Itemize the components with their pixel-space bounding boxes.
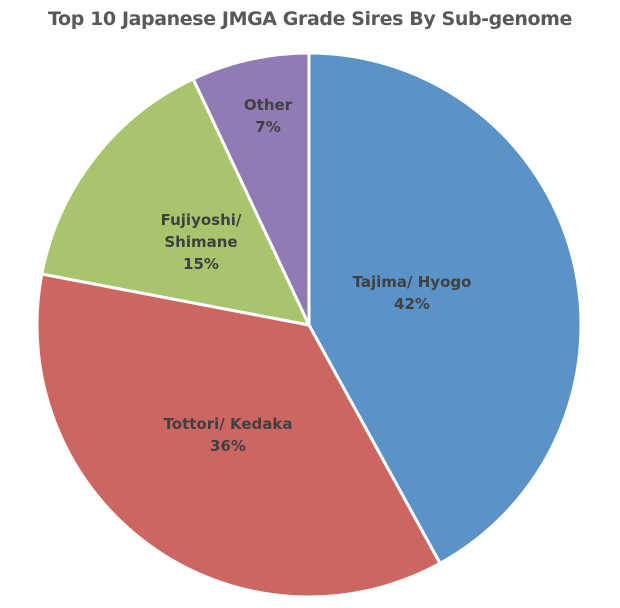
slice-tajima (307, 51, 583, 565)
slice-label-name: Tajima/ Hyogo (352, 273, 472, 291)
slice-label-name: Other (243, 96, 293, 114)
slice-label-percent: 15% (183, 255, 219, 273)
slice-label-tajima: Tajima/ Hyogo 42% (353, 271, 472, 315)
slice-other (191, 51, 311, 327)
slice-label-percent: 36% (210, 437, 246, 455)
slice-fujiyoshi (40, 77, 311, 327)
slice-label-other: Other 7% (244, 94, 292, 138)
slice-label-percent: 42% (394, 295, 430, 313)
slice-label-percent: 7% (255, 118, 281, 136)
chart-title: Top 10 Japanese JMGA Grade Sires By Sub-… (48, 8, 572, 30)
slice-label-tottori: Tottori/ Kedaka 36% (164, 413, 293, 457)
slice-label-name: Tottori/ Kedaka (163, 415, 293, 433)
slice-label-name: Fujiyoshi/ (160, 211, 242, 229)
slice-tottori (35, 272, 442, 599)
slice-label-fujiyoshi: Fujiyoshi/ Shimane 15% (161, 209, 242, 275)
slice-label-name-line2: Shimane (164, 233, 238, 251)
